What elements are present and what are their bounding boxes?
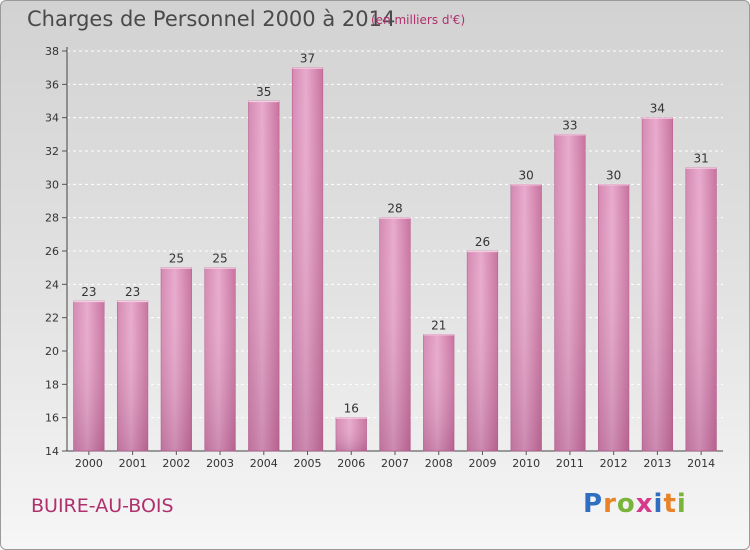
y-tick-label: 16 — [45, 412, 59, 425]
logo-letter: r — [603, 489, 617, 519]
data-label: 16 — [344, 402, 359, 416]
x-tick-label: 2012 — [600, 457, 628, 470]
y-tick-label: 24 — [45, 278, 59, 291]
x-tick-label: 2002 — [162, 457, 190, 470]
y-tick-label: 18 — [45, 378, 59, 391]
commune-name: BUIRE-AU-BOIS — [31, 495, 174, 517]
bar-shade — [598, 184, 629, 452]
data-label: 31 — [693, 152, 708, 166]
x-tick-label: 2013 — [643, 457, 671, 470]
bar-shade — [510, 184, 542, 452]
bar-shade — [117, 301, 148, 451]
data-label: 35 — [256, 85, 271, 99]
x-tick-label: 2000 — [75, 457, 103, 470]
x-tick-label: 2006 — [337, 457, 365, 470]
bar-shade — [685, 167, 717, 451]
logo-letter: i — [676, 489, 687, 519]
y-tick-label: 20 — [45, 345, 59, 358]
bar-shade — [292, 67, 323, 452]
x-tick-label: 2003 — [206, 457, 234, 470]
y-tick-label: 38 — [45, 45, 59, 58]
y-tick-label: 28 — [45, 212, 59, 225]
x-tick-label: 2007 — [381, 457, 409, 470]
x-tick-label: 2005 — [294, 457, 322, 470]
y-tick-label: 34 — [45, 112, 59, 125]
y-tick-label: 26 — [45, 245, 59, 258]
logo-letter: P — [583, 489, 604, 519]
bar-shade — [467, 251, 498, 451]
chart-title: Charges de Personnel 2000 à 2014 — [27, 7, 396, 31]
x-tick-label: 2014 — [687, 457, 715, 470]
data-label: 23 — [81, 285, 96, 299]
data-label: 26 — [475, 235, 490, 249]
data-label: 28 — [387, 202, 402, 216]
data-label: 21 — [431, 318, 446, 332]
data-label: 33 — [562, 118, 577, 132]
data-label: 30 — [606, 168, 621, 182]
data-label: 34 — [650, 102, 665, 116]
logo-letter: i — [653, 489, 664, 519]
bar-shade — [248, 101, 280, 451]
bar-shade — [161, 267, 192, 451]
bar-shade — [335, 417, 367, 451]
bar-shade — [73, 301, 105, 451]
logo-letter: x — [635, 489, 654, 519]
data-label: 30 — [519, 168, 534, 182]
data-label: 23 — [125, 285, 140, 299]
bar-shade — [204, 267, 236, 451]
data-label: 25 — [212, 252, 227, 266]
bar-shade — [642, 117, 673, 452]
data-label: 37 — [300, 52, 315, 66]
y-tick-label: 30 — [45, 178, 59, 191]
bar-shade — [554, 134, 586, 452]
proxiti-logo: Proxiti — [583, 489, 687, 519]
y-tick-label: 32 — [45, 145, 59, 158]
x-tick-label: 2008 — [425, 457, 453, 470]
x-tick-label: 2010 — [512, 457, 540, 470]
y-tick-label: 36 — [45, 78, 59, 91]
data-label: 25 — [169, 252, 184, 266]
x-tick-label: 2011 — [556, 457, 584, 470]
x-tick-label: 2009 — [468, 457, 496, 470]
x-tick-label: 2001 — [119, 457, 147, 470]
y-tick-label: 22 — [45, 312, 59, 325]
chart-subtitle: (en milliers d'€) — [371, 13, 466, 27]
logo-letter: t — [663, 489, 677, 519]
y-tick-label: 14 — [45, 445, 59, 458]
logo-letter: o — [616, 489, 636, 519]
x-tick-label: 2004 — [250, 457, 278, 470]
bar-shade — [379, 217, 411, 451]
bar-shade — [423, 334, 455, 451]
